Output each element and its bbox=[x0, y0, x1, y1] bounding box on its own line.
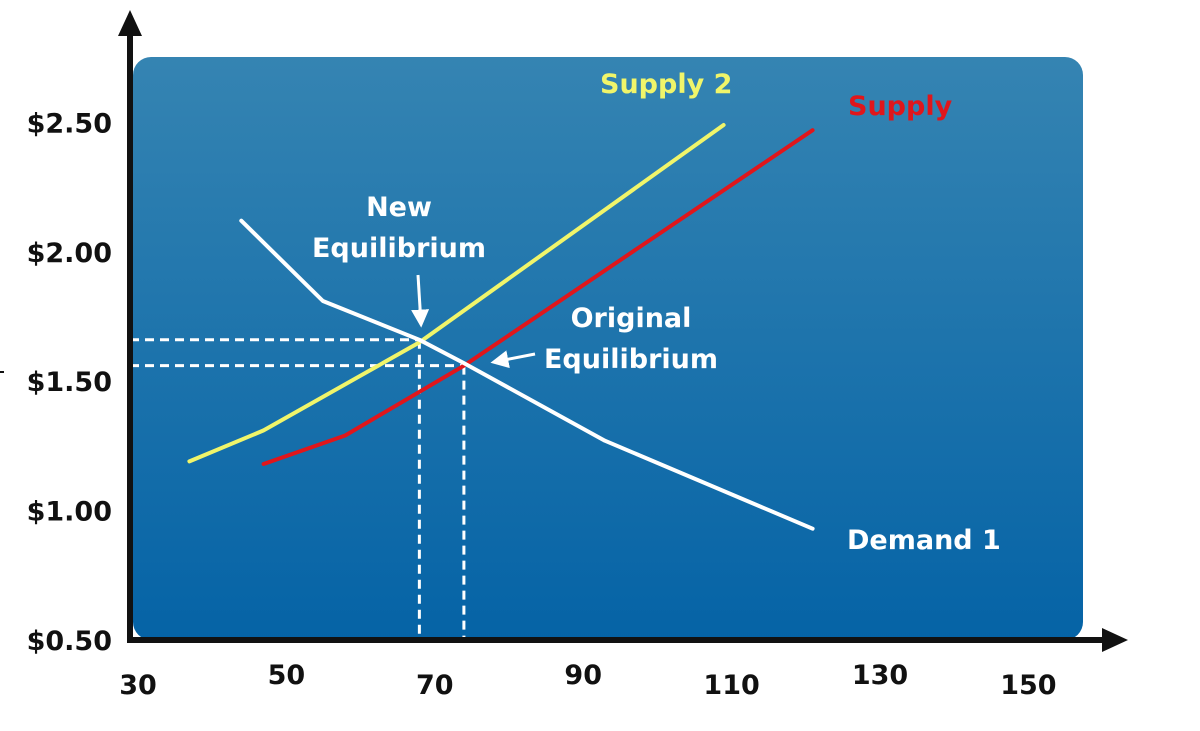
annotation-original-arrow bbox=[490, 350, 536, 369]
x-tick-label: 70 bbox=[416, 670, 454, 701]
series-line-demand-1 bbox=[239, 218, 815, 531]
series-labels: Supply 2 Supply Demand 1 bbox=[600, 69, 1001, 556]
series-label-supply: Supply bbox=[848, 91, 953, 122]
series-label-demand-1: Demand 1 bbox=[847, 525, 1001, 556]
plot-background bbox=[133, 57, 1083, 640]
annotation-new-arrow bbox=[411, 274, 430, 328]
x-tick-label: 30 bbox=[119, 670, 157, 701]
y-tick-labels: $0.50 $1.00 $1.50 $2.00 $2.50 bbox=[27, 108, 112, 657]
series-label-supply-2: Supply 2 bbox=[600, 69, 732, 100]
x-tick-label: 150 bbox=[1000, 670, 1056, 701]
x-tick-label: 90 bbox=[564, 660, 602, 691]
y-tick-label: $0.50 bbox=[27, 626, 112, 657]
y-tick-label: $2.00 bbox=[27, 238, 112, 269]
y-axis-arrow-icon bbox=[118, 10, 142, 36]
annotation-new-line-1: New bbox=[366, 192, 432, 223]
annotation-new-line-2: Equilibrium bbox=[312, 233, 486, 264]
series-line-supply bbox=[261, 128, 815, 466]
x-tick-label: 110 bbox=[703, 670, 759, 701]
y-tick-label: $1.00 bbox=[27, 497, 112, 528]
annotation-original-line-1: Original bbox=[571, 303, 692, 334]
axes bbox=[118, 10, 1128, 652]
annotations: New Equilibrium Original Equilibrium bbox=[312, 192, 718, 375]
x-tick-labels: 30 50 70 90 110 130 150 bbox=[119, 660, 1056, 701]
y-tick-label: $1.50 bbox=[27, 367, 112, 398]
series-layer bbox=[187, 123, 815, 531]
annotation-original-line-2: Equilibrium bbox=[544, 344, 718, 375]
series-line-supply-2 bbox=[187, 123, 726, 464]
y-tick-label: $2.50 bbox=[27, 108, 112, 139]
x-tick-label: 130 bbox=[852, 660, 908, 691]
x-axis-arrow-icon bbox=[1102, 628, 1128, 652]
x-tick-label: 50 bbox=[268, 660, 306, 691]
